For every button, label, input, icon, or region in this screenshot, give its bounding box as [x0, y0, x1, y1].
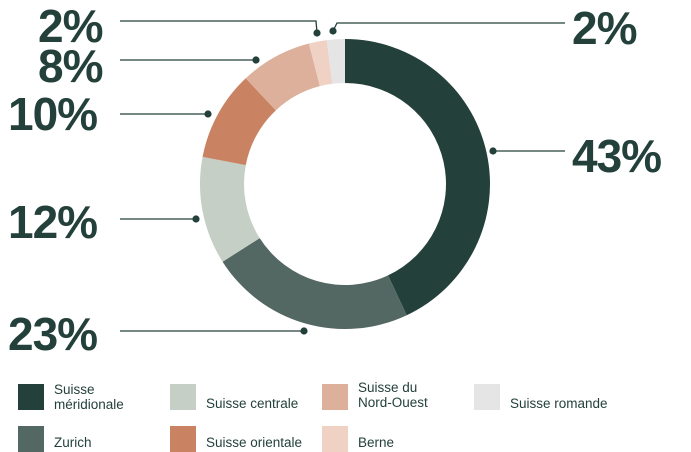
legend-label: Suisse du Nord-Ouest — [358, 380, 428, 410]
legend-label: Suisse centrale — [206, 396, 299, 411]
legend: Suisse méridionale Suisse centrale Suiss… — [0, 370, 691, 452]
leader-dot-suisse-du-nord-ouest — [252, 56, 260, 64]
leader-dot-zurich — [300, 327, 308, 335]
leader-dot-suisse-meridionale — [489, 147, 497, 155]
slice-zurich — [222, 238, 407, 330]
data-label-suisse-romande: 2% — [572, 2, 637, 54]
data-label-suisse-orientale: 10% — [8, 88, 97, 140]
leader-line-suisse-romande — [332, 22, 565, 32]
leader-dot-suisse-centrale — [192, 215, 200, 223]
leader-lines — [120, 20, 565, 335]
legend-label: Suisse orientale — [206, 435, 303, 450]
legend-swatch — [322, 384, 348, 410]
slice-suisse-du-nord-ouest — [245, 43, 320, 111]
data-label-berne: 2% — [38, 0, 103, 52]
data-label-suisse-meridionale: 43% — [572, 130, 661, 182]
donut-slices — [199, 39, 490, 330]
legend-label: Suisse méridionale — [54, 382, 124, 412]
leader-dot-suisse-orientale — [204, 110, 212, 118]
legend-swatch — [322, 426, 348, 452]
legend-label: Suisse romande — [510, 396, 608, 411]
leader-dot-berne — [313, 29, 321, 37]
leader-line-berne — [120, 20, 318, 34]
slice-suisse-orientale — [202, 78, 276, 166]
slice-suisse-romande — [326, 39, 345, 84]
data-label-suisse-centrale: 12% — [8, 196, 97, 248]
legend-swatch — [474, 384, 500, 410]
data-label-zurich: 23% — [8, 308, 97, 360]
slice-berne — [308, 40, 333, 87]
slice-suisse-meridionale — [345, 39, 490, 316]
legend-swatch — [18, 384, 44, 410]
data-labels: 43%23%12%10%8%2% 2% — [8, 0, 662, 360]
slice-suisse-centrale — [199, 156, 260, 262]
legend-swatch — [18, 426, 44, 452]
legend-swatch — [170, 384, 196, 410]
legend-label: Berne — [358, 435, 395, 450]
legend-label: Zurich — [54, 435, 92, 450]
leader-dot-suisse-romande — [329, 27, 337, 35]
legend-swatch — [170, 426, 196, 452]
donut-chart: 43%23%12%10%8%2% 2% — [8, 0, 662, 360]
data-label-suisse-du-nord-ouest: 8% — [38, 40, 103, 92]
